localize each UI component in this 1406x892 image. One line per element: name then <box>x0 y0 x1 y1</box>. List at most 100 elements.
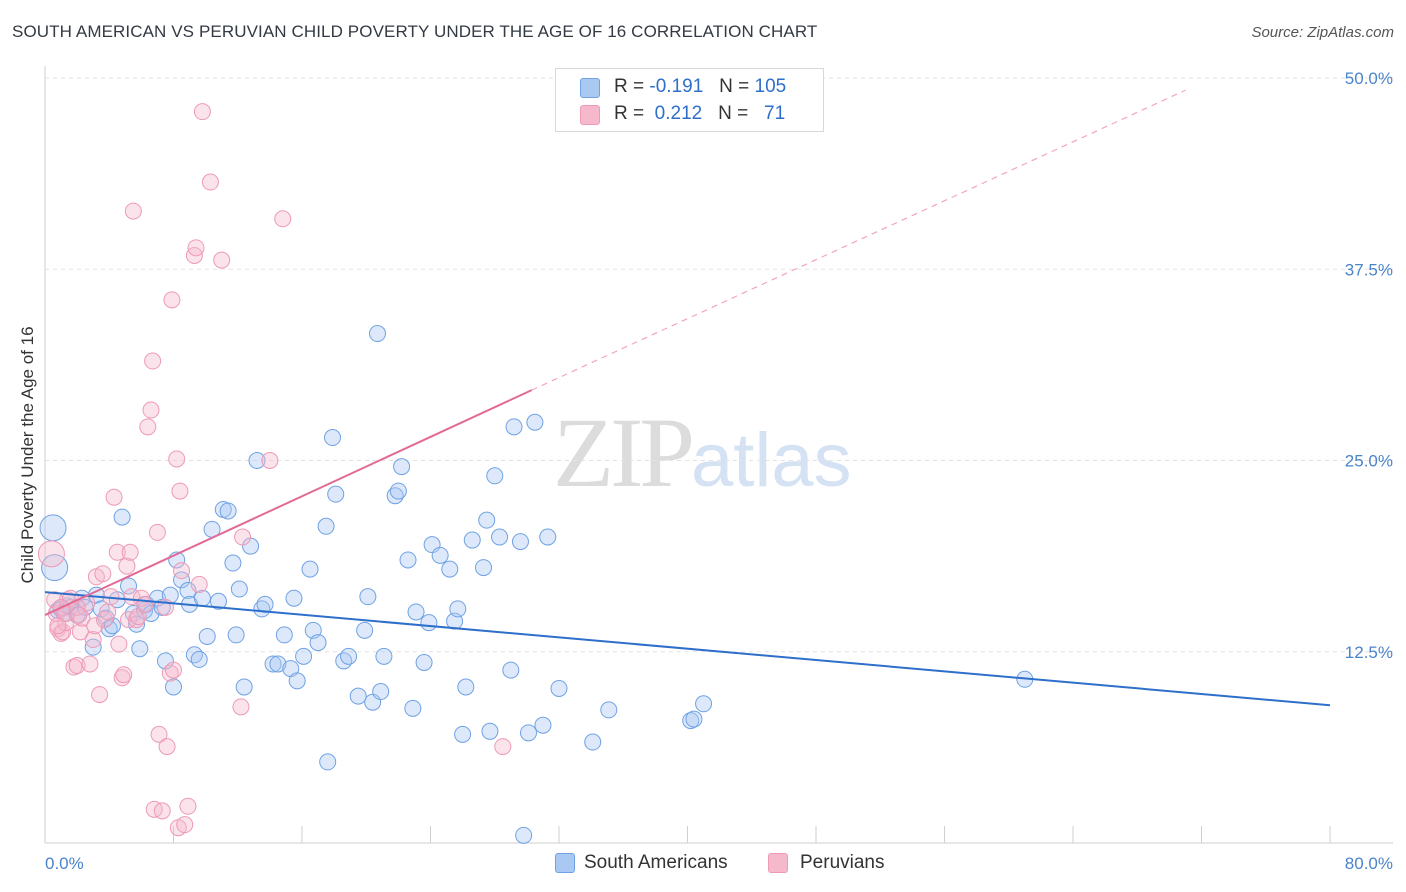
legend-swatch-peruvians <box>580 105 600 125</box>
series-swatch-peruvians <box>768 853 788 873</box>
south-americans-point <box>584 733 602 751</box>
south-americans-point <box>491 528 509 546</box>
peruvians-point <box>150 725 168 743</box>
peruvians-point <box>179 797 197 815</box>
south-americans-point <box>288 672 306 690</box>
chart-title: SOUTH AMERICAN VS PERUVIAN CHILD POVERTY… <box>12 22 818 41</box>
series-label-peruvians: Peruvians <box>800 852 885 873</box>
y-tick-label: 50.0% <box>1345 69 1393 88</box>
south-americans-point <box>193 589 211 607</box>
south-americans-point <box>475 559 493 577</box>
south-americans-point <box>600 701 618 719</box>
stats-legend: R = -0.191 N = 105 R = 0.212 N = 71 <box>555 68 824 132</box>
south-americans-point <box>404 699 422 717</box>
south-americans-point <box>511 533 529 551</box>
south-americans-point <box>209 592 227 610</box>
south-americans-point <box>317 517 335 535</box>
peruvians-point <box>49 617 67 635</box>
south-americans-point <box>526 413 544 431</box>
south-americans-point <box>349 687 367 705</box>
south-americans-point <box>41 554 69 582</box>
x-tick-label: 0.0% <box>45 854 84 873</box>
south-americans-point <box>224 554 242 572</box>
peruvians-point <box>121 543 139 561</box>
peruvians-point <box>108 543 126 561</box>
peruvians-point <box>110 635 128 653</box>
south-americans-point <box>248 452 266 469</box>
series-label-south-americans: South Americans <box>584 852 728 873</box>
peruvians-point <box>213 251 231 269</box>
south-americans-point <box>375 647 393 665</box>
south-americans-point <box>695 695 713 713</box>
south-americans-point <box>550 679 568 697</box>
peruvians-points <box>37 103 512 837</box>
south-americans-point <box>539 528 557 546</box>
y-tick-label: 12.5% <box>1345 643 1393 662</box>
south-americans-point <box>253 600 271 618</box>
peruvians-point <box>173 562 191 580</box>
peruvians-point <box>99 603 117 621</box>
south-americans-point <box>131 640 149 658</box>
south-americans-point <box>301 560 319 578</box>
peruvians-point <box>190 575 208 593</box>
peruvians-point <box>84 631 102 649</box>
south-americans-point <box>113 508 131 526</box>
peruvians-point <box>274 210 292 228</box>
axes <box>44 66 1393 844</box>
peruvians-point <box>163 291 181 309</box>
peruvians-point <box>171 482 189 500</box>
south-americans-point <box>486 467 504 485</box>
south-americans-point <box>235 678 253 696</box>
south-americans-point <box>319 753 337 771</box>
y-tick-label: 37.5% <box>1345 260 1393 279</box>
south-americans-point <box>198 627 216 645</box>
peruvians-point <box>165 661 182 679</box>
peruvians-point <box>193 103 211 121</box>
south-americans-point <box>502 661 520 679</box>
legend-swatch-south-americans <box>580 78 600 98</box>
south-americans-point <box>120 577 138 595</box>
peruvians-point <box>37 540 65 568</box>
y-tick-label: 25.0% <box>1345 452 1393 471</box>
south-americans-point <box>441 560 459 578</box>
x-tick-label: 80.0% <box>1345 854 1393 873</box>
peruvians-point <box>201 173 219 191</box>
south-americans-point <box>190 650 208 668</box>
south-americans-point <box>431 546 449 564</box>
peruvians-point <box>148 523 166 541</box>
peruvians-point <box>176 816 194 834</box>
south-americans-point <box>449 600 467 618</box>
peruvians-point <box>70 606 88 624</box>
south-americans-point <box>100 620 118 638</box>
south-americans-point <box>275 626 293 644</box>
peruvians-point <box>73 609 91 627</box>
south-americans-point <box>185 646 203 664</box>
peruvians-point <box>136 595 154 613</box>
source-label[interactable]: Source: ZipAtlas.com <box>1251 24 1394 41</box>
south-americans-point <box>230 580 248 598</box>
peruvians-point <box>234 528 252 546</box>
peruvians-point <box>139 418 157 436</box>
grid-lines <box>45 77 1393 653</box>
peruvians-point <box>232 698 250 716</box>
south-americans-point <box>173 571 191 589</box>
south-americans-point <box>295 647 313 665</box>
tick-labels: 12.5% 25.0% 37.5% 50.0% 0.0% 80.0% <box>45 69 1393 873</box>
south-americans-point <box>264 655 282 673</box>
south-americans-point <box>359 588 377 606</box>
peruvians-point <box>261 452 279 469</box>
peruvians-trend-line <box>44 389 533 616</box>
legend-stats-peruvians: R = 0.212 N = 71 <box>614 103 786 124</box>
south-americans-point <box>685 710 703 728</box>
peruvians-point <box>94 565 112 583</box>
south-americans-point <box>372 683 390 701</box>
south-americans-point <box>454 725 472 743</box>
south-americans-point <box>269 655 287 673</box>
south-americans-point <box>309 634 327 652</box>
peruvians-point <box>118 557 136 575</box>
peruvians-point <box>81 655 99 673</box>
south-americans-point <box>324 429 342 447</box>
south-americans-point <box>389 482 407 500</box>
south-americans-point <box>415 653 433 671</box>
